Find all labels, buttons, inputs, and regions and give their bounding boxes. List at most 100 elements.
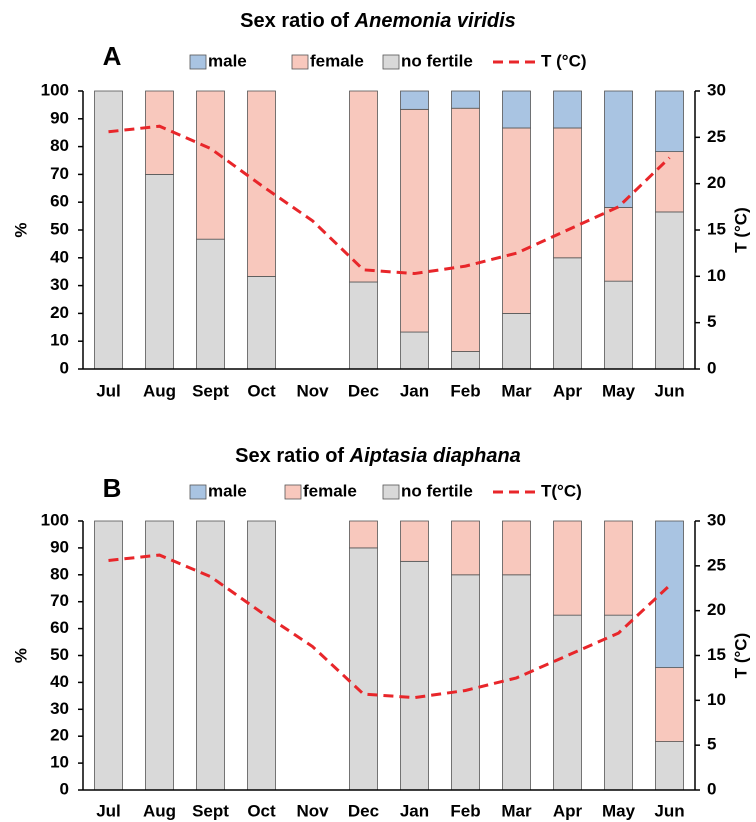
y-tick-label: 20 <box>50 303 69 322</box>
bar-segment <box>145 520 174 791</box>
legend-label: male <box>208 51 247 70</box>
y2-tick-label: 30 <box>707 510 726 529</box>
y-tick-label: 40 <box>50 672 69 691</box>
x-tick-label: Dec <box>348 381 379 400</box>
y-tick-label: 80 <box>50 136 69 155</box>
y2-axis-label: T (°C) <box>731 633 750 679</box>
y-tick-label: 60 <box>50 192 69 211</box>
y-tick-label: 10 <box>50 331 69 350</box>
bar-segment <box>451 107 480 352</box>
bar-segment <box>196 520 225 791</box>
x-tick-label: May <box>602 381 636 400</box>
x-tick-label: Jul <box>96 381 121 400</box>
bar-segment <box>604 614 633 791</box>
bar-segment <box>655 667 684 742</box>
bar-segment <box>502 574 531 791</box>
bar-segment <box>604 520 633 616</box>
bar-segment <box>553 614 582 791</box>
bar-segment <box>349 281 378 370</box>
bar-segment <box>655 211 684 370</box>
chart-title: Sex ratio of Aiptasia diaphana <box>235 445 521 467</box>
temperature-line <box>108 124 671 276</box>
bar-segment <box>145 173 174 370</box>
y-tick-label: 60 <box>50 618 69 637</box>
x-tick-label: Aug <box>143 381 176 400</box>
panel-label: B <box>103 473 122 503</box>
x-tick-label: Dec <box>348 801 379 820</box>
y2-tick-label: 15 <box>707 645 726 664</box>
bar-segment <box>604 90 633 208</box>
y-tick-label: 0 <box>60 358 69 377</box>
x-tick-label: May <box>602 801 636 820</box>
y2-tick-label: 10 <box>707 690 726 709</box>
temperature-line <box>108 553 671 700</box>
y2-tick-label: 25 <box>707 127 726 146</box>
x-tick-label: Jun <box>654 381 684 400</box>
bar-segment <box>451 90 480 109</box>
y-tick-label: 20 <box>50 726 69 745</box>
bar-segment <box>502 127 531 314</box>
y-tick-label: 50 <box>50 219 69 238</box>
y-tick-label: 70 <box>50 164 69 183</box>
x-tick-label: Jul <box>96 801 121 820</box>
x-tick-label: Oct <box>247 801 276 820</box>
species-name: Aiptasia diaphana <box>349 445 521 467</box>
legend-swatch <box>382 54 400 70</box>
y-axis-label: % <box>11 222 30 237</box>
y-tick-label: 100 <box>41 510 69 529</box>
x-tick-label: Apr <box>553 801 583 820</box>
bar-segment <box>604 280 633 370</box>
y2-tick-label: 30 <box>707 80 726 99</box>
bar-segment <box>400 331 429 370</box>
bar-segment <box>349 547 378 791</box>
bar-segment <box>145 90 174 175</box>
y-tick-label: 10 <box>50 753 69 772</box>
y-tick-label: 0 <box>60 779 69 798</box>
bar-segment <box>400 90 429 110</box>
x-tick-label: Sept <box>192 381 229 400</box>
panel-label: A <box>103 41 122 71</box>
legend-swatch <box>284 484 302 500</box>
legend-label: T(°C) <box>541 481 582 500</box>
y-tick-label: 30 <box>50 275 69 294</box>
bar-segment <box>451 574 480 791</box>
bar-segment <box>655 741 684 791</box>
legend-label: female <box>303 481 357 500</box>
y2-tick-label: 25 <box>707 555 726 574</box>
bar-segment <box>604 207 633 282</box>
bar-segment <box>349 520 378 549</box>
x-tick-label: Nov <box>296 381 329 400</box>
y2-tick-label: 20 <box>707 600 726 619</box>
x-tick-label: Feb <box>450 801 480 820</box>
x-tick-label: Jun <box>654 801 684 820</box>
legend-swatch <box>189 484 207 500</box>
x-tick-label: Jan <box>400 801 429 820</box>
x-tick-label: Jan <box>400 381 429 400</box>
y2-axis-label: T (°C) <box>731 207 750 253</box>
y-tick-label: 50 <box>50 645 69 664</box>
bar-segment <box>655 151 684 213</box>
x-tick-label: Nov <box>296 801 329 820</box>
y2-tick-label: 15 <box>707 219 726 238</box>
legend-label: male <box>208 481 247 500</box>
bar-segment <box>553 257 582 370</box>
y-tick-label: 40 <box>50 247 69 266</box>
chart-title: Sex ratio of Anemonia viridis <box>240 10 516 32</box>
y2-tick-label: 0 <box>707 779 716 798</box>
x-tick-label: Mar <box>501 381 532 400</box>
legend-swatch <box>382 484 400 500</box>
bar-segment <box>247 276 276 370</box>
y-tick-label: 90 <box>50 537 69 556</box>
bar-segment <box>502 312 531 370</box>
y-tick-label: 80 <box>50 564 69 583</box>
x-tick-label: Sept <box>192 801 229 820</box>
y2-tick-label: 5 <box>707 312 716 331</box>
bar-segment <box>94 90 123 370</box>
x-tick-label: Mar <box>501 801 532 820</box>
legend-label: female <box>310 51 364 70</box>
x-tick-label: Oct <box>247 381 276 400</box>
bar-segment <box>451 520 480 576</box>
bar-segment <box>400 108 429 333</box>
legend-swatch <box>291 54 309 70</box>
